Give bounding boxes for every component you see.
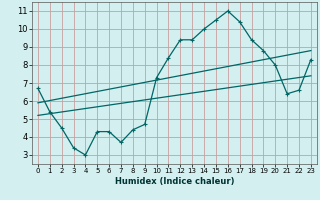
X-axis label: Humidex (Indice chaleur): Humidex (Indice chaleur) — [115, 177, 234, 186]
